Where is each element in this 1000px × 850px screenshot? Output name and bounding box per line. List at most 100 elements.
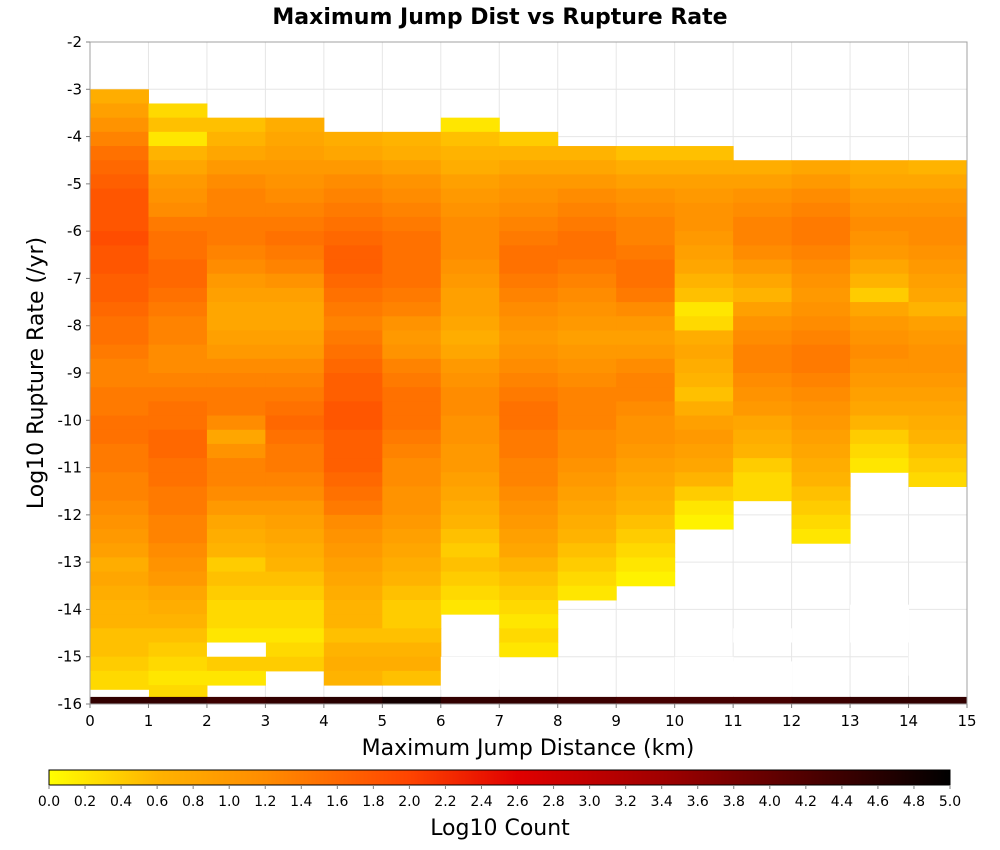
heatmap-cell: [323, 245, 383, 261]
heatmap-cell: [440, 599, 500, 615]
heatmap-cell: [674, 160, 734, 175]
heatmap-cell: [206, 330, 266, 346]
heatmap-cell: [265, 174, 325, 190]
heatmap-cell: [908, 160, 968, 175]
heatmap-cell: [148, 543, 208, 558]
heatmap-cell: [265, 585, 325, 601]
heatmap-cell: [206, 174, 266, 190]
heatmap-cell: [791, 316, 851, 331]
heatmap-cell: [323, 131, 383, 147]
heatmap-cell: [148, 443, 208, 459]
heatmap-cell: [850, 344, 910, 360]
heatmap-cell: [791, 302, 851, 317]
heatmap-cell: [148, 599, 208, 615]
heatmap-cell: [440, 216, 500, 232]
heatmap-cell: [908, 287, 968, 303]
heatmap-cell: [323, 188, 383, 204]
heatmap-cell: [616, 344, 676, 360]
x-tick-label: 7: [494, 712, 504, 730]
heatmap-cell: [265, 599, 325, 615]
heatmap-cell: [206, 614, 266, 629]
heatmap-cell: [206, 557, 266, 573]
heatmap-cell: [206, 443, 266, 459]
heatmap-cell: [323, 656, 383, 672]
heatmap-cell: [206, 514, 266, 530]
heatmap-cell: [908, 330, 968, 346]
heatmap-cell: [90, 543, 149, 558]
heatmap-cell-bottom: [90, 696, 149, 704]
heatmap-cell: [616, 146, 676, 161]
x-tick-label: 1: [144, 712, 154, 730]
colorbar-tick-label: 4.2: [795, 794, 817, 810]
heatmap-cell: [206, 373, 266, 388]
heatmap-cell: [382, 245, 442, 261]
heatmap-cell: [850, 216, 910, 232]
heatmap-cell: [382, 231, 442, 246]
heatmap-cell: [440, 571, 500, 587]
heatmap-cell: [616, 401, 676, 417]
heatmap-cell: [206, 585, 266, 601]
heatmap-cell: [850, 316, 910, 331]
heatmap-cell: [616, 443, 676, 459]
heatmap-cell: [382, 642, 442, 658]
heatmap-cell: [382, 415, 442, 431]
heatmap-cell: [499, 231, 559, 246]
heatmap-cell: [616, 231, 676, 246]
x-tick-label: 14: [899, 712, 918, 730]
heatmap-cell-bottom: [206, 696, 266, 704]
y-tick-label: -7: [67, 269, 82, 287]
heatmap-cell: [148, 685, 208, 698]
empty-cell: [674, 656, 734, 704]
heatmap-cell: [90, 387, 149, 402]
heatmap-cell: [382, 358, 442, 374]
heatmap-cell: [908, 216, 968, 232]
heatmap-cell: [90, 557, 149, 573]
heatmap-cell: [206, 160, 266, 175]
heatmap-cell: [265, 571, 325, 587]
heatmap-cell: [850, 245, 910, 261]
heatmap-cell: [440, 287, 500, 303]
heatmap-cell: [908, 245, 968, 261]
heatmap-cell: [674, 458, 734, 473]
y-tick-label: -4: [67, 128, 82, 146]
heatmap-cell: [90, 670, 149, 686]
empty-cell: [440, 656, 500, 690]
heatmap-cells: [90, 89, 968, 704]
heatmap-cell: [206, 571, 266, 587]
heatmap-cell: [90, 443, 149, 459]
heatmap-cell: [557, 245, 617, 261]
x-tick-label: 13: [841, 712, 860, 730]
heatmap-cell: [206, 628, 266, 644]
heatmap-cell: [674, 259, 734, 275]
heatmap-cell: [148, 585, 208, 601]
heatmap-cell: [206, 415, 266, 431]
heatmap-cell: [382, 131, 442, 147]
heatmap-cell: [499, 373, 559, 388]
heatmap-cell: [323, 543, 383, 558]
heatmap-cell: [148, 373, 208, 388]
heatmap-cell: [499, 486, 559, 502]
colorbar-tick-label: 0.4: [110, 794, 132, 810]
heatmap-cell: [382, 571, 442, 587]
x-axis-ticks: 0 1 2 3 4 5 6 7 8 9 10 11 12 13 14 15: [85, 704, 977, 730]
heatmap-cell: [90, 146, 149, 161]
x-axis-label: Maximum Jump Distance (km): [362, 736, 695, 761]
heatmap-cell: [382, 514, 442, 530]
heatmap-cell: [90, 486, 149, 502]
y-tick-label: -13: [58, 553, 83, 571]
heatmap-cell: [265, 415, 325, 431]
empty-cell: [850, 604, 910, 643]
heatmap-cell: [323, 373, 383, 388]
heatmap-cell: [499, 443, 559, 459]
heatmap-cell: [616, 557, 676, 573]
colorbar-ticks: 0.0 0.2 0.4 0.6 0.8 1.0 1.2 1.4 1.6 1.8 2.0 2.2 2.4 2…: [38, 785, 961, 810]
heatmap-cell: [499, 174, 559, 190]
heatmap-cell: [674, 302, 734, 317]
heatmap-cell: [616, 514, 676, 530]
heatmap-cell: [265, 656, 325, 672]
heatmap-cell: [382, 160, 442, 175]
y-tick-label: -2: [67, 33, 82, 51]
heatmap-cell: [382, 216, 442, 232]
heatmap-cell: [148, 557, 208, 573]
